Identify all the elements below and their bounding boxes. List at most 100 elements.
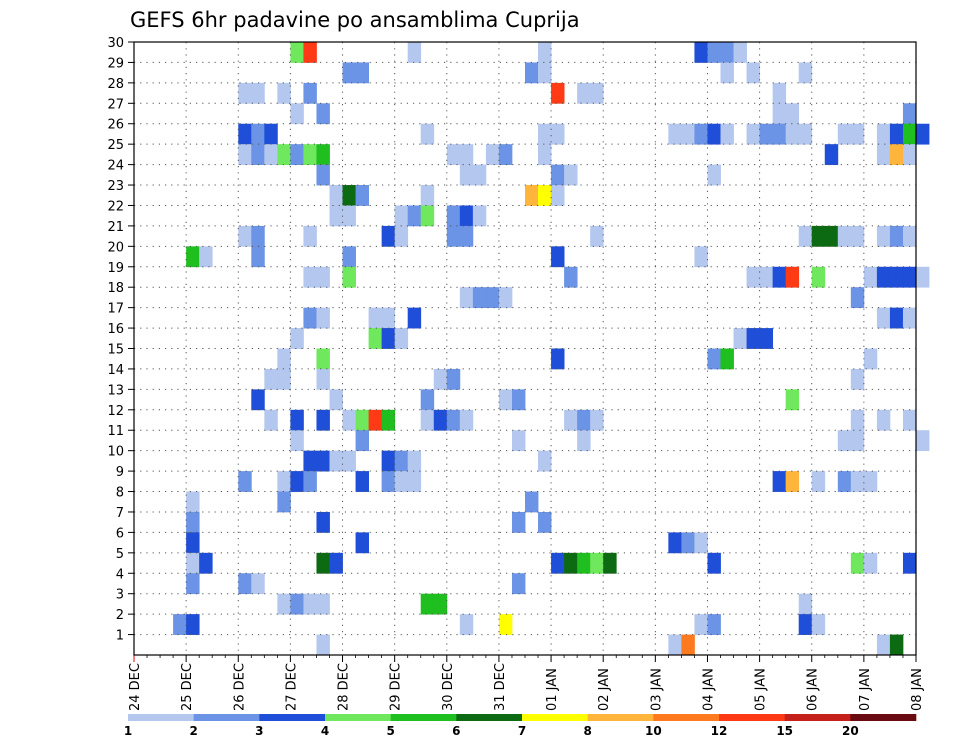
- heatmap-cell: [238, 471, 252, 492]
- heatmap-cell: [446, 144, 461, 165]
- heatmap-cell: [889, 144, 904, 165]
- x-tick-label: 25 DEC: [180, 663, 195, 711]
- heatmap-cell: [277, 491, 291, 513]
- heatmap-cell: [303, 307, 317, 329]
- legend-swatch: [784, 714, 851, 721]
- heatmap-cell: [394, 328, 409, 349]
- heatmap-cell: [785, 103, 800, 125]
- legend-swatch: [522, 714, 588, 721]
- heatmap-cell: [446, 368, 461, 390]
- heatmap-cell: [590, 409, 604, 431]
- heatmap-cell: [433, 593, 448, 615]
- heatmap-cell: [824, 144, 839, 165]
- heatmap-cell: [407, 307, 422, 329]
- heatmap-cell: [720, 62, 734, 84]
- y-tick-label: 25: [107, 138, 124, 153]
- heatmap-cell: [551, 164, 565, 186]
- heatmap-cell: [459, 164, 474, 186]
- heatmap-cell: [342, 246, 356, 268]
- heatmap-cell: [668, 532, 682, 554]
- heatmap-cell: [916, 430, 930, 452]
- heatmap-cell: [889, 634, 904, 656]
- heatmap-cell: [850, 471, 865, 492]
- heatmap-cell: [303, 144, 317, 165]
- heatmap-cell: [264, 409, 278, 431]
- heatmap-cell: [694, 42, 708, 63]
- legend-label: 12: [711, 724, 728, 738]
- heatmap-cell: [277, 471, 291, 492]
- heatmap-cell: [251, 82, 265, 104]
- heatmap-cell: [785, 389, 800, 411]
- heatmap-cell: [277, 348, 291, 370]
- heatmap-cell: [850, 368, 865, 390]
- y-tick-label: 17: [107, 302, 124, 317]
- heatmap-cell: [290, 593, 304, 615]
- heatmap-cell: [303, 266, 317, 288]
- heatmap-cell: [577, 409, 591, 431]
- heatmap-cell: [707, 552, 721, 574]
- heatmap-cell: [407, 471, 422, 492]
- heatmap-cell: [538, 450, 552, 472]
- x-tick-label: 08 JAN: [910, 668, 925, 711]
- y-tick-label: 1: [116, 629, 124, 644]
- heatmap-cell: [590, 82, 604, 104]
- heatmap-cell: [759, 123, 774, 145]
- heatmap-cell: [902, 552, 917, 574]
- heatmap-cell: [342, 205, 356, 227]
- heatmap-cell: [446, 205, 461, 227]
- heatmap-cell: [772, 266, 787, 288]
- heatmap-cell: [511, 511, 526, 533]
- heatmap-cell: [824, 225, 839, 247]
- heatmap-cell: [316, 164, 330, 186]
- plot-frame: [133, 41, 917, 656]
- grid-lines: [134, 41, 916, 655]
- heatmap-cell: [772, 103, 787, 125]
- heatmap-cell: [238, 144, 252, 165]
- heatmap-cell: [850, 552, 865, 574]
- heatmap-cell: [485, 144, 500, 165]
- heatmap-cell: [329, 205, 343, 227]
- heatmap-cell: [694, 614, 708, 635]
- heatmap-cell: [446, 225, 461, 247]
- heatmap-cell: [303, 450, 317, 472]
- heatmap-cell: [277, 82, 291, 104]
- heatmap-cell: [355, 409, 369, 431]
- legend-label: 1: [124, 724, 132, 738]
- y-tick-label: 15: [107, 343, 124, 358]
- heatmap-cell: [850, 430, 865, 452]
- legend-label: 15: [776, 724, 793, 738]
- heatmap-cell: [772, 471, 787, 492]
- legend-swatch: [653, 714, 720, 721]
- legend-swatch: [587, 714, 654, 721]
- y-tick-label: 23: [107, 179, 124, 194]
- heatmap-cell: [316, 409, 330, 431]
- heatmap-cell: [876, 266, 891, 288]
- heatmap-cell: [472, 164, 487, 186]
- heatmap-cell: [759, 266, 774, 288]
- heatmap-cell: [381, 307, 396, 329]
- heatmap-cell: [368, 328, 383, 349]
- heatmap-cell: [316, 103, 330, 125]
- heatmap-cell: [264, 368, 278, 390]
- heatmap-cell: [902, 144, 917, 165]
- heatmap-cell: [916, 123, 930, 145]
- heatmap-cell: [889, 307, 904, 329]
- heatmap-cell: [850, 225, 865, 247]
- heatmap-cell: [811, 225, 826, 247]
- heatmap-cell: [459, 205, 474, 227]
- y-tick-label: 16: [107, 322, 124, 337]
- heatmap-cell: [407, 450, 422, 472]
- y-tick-label: 30: [107, 36, 124, 51]
- legend-swatch: [259, 714, 326, 721]
- heatmap-cell: [355, 532, 369, 554]
- heatmap-cell: [876, 144, 891, 165]
- heatmap-cell: [290, 42, 304, 63]
- heatmap-cell: [420, 185, 435, 206]
- heatmap-cell: [681, 634, 695, 656]
- heatmap-cell: [902, 307, 917, 329]
- heatmap-cell: [329, 389, 343, 411]
- y-tick-label: 26: [107, 118, 124, 133]
- heatmap-cell: [368, 409, 383, 431]
- y-tick-label: 29: [107, 56, 124, 71]
- y-tick-label: 18: [107, 281, 124, 296]
